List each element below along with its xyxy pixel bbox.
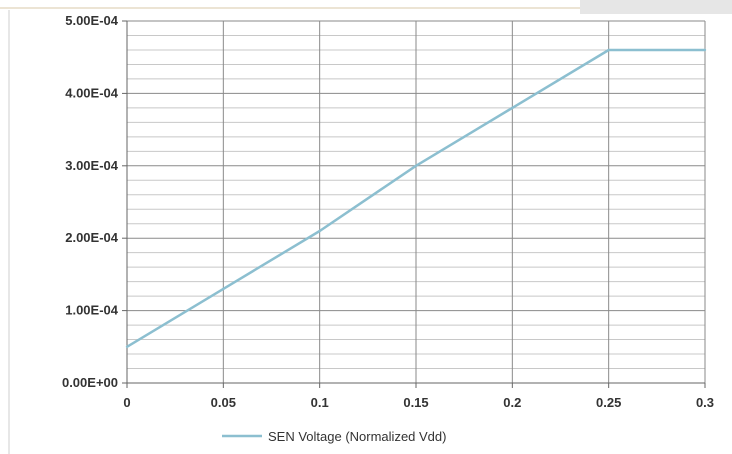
x-tick-label: 0.15: [403, 395, 428, 410]
data-point: [318, 229, 321, 233]
data-point: [703, 48, 707, 52]
frame-top-right-panel: [580, 0, 732, 14]
y-tick-label: 5.00E-04: [65, 13, 119, 28]
axes: [122, 20, 706, 388]
y-tick-label: 3.00E-04: [65, 158, 119, 173]
data-point: [125, 345, 129, 348]
y-tick-labels: 0.00E+00 1.00E-04 2.00E-04 3.00E-04 4.00E-04…: [62, 13, 119, 390]
legend: SEN Voltage (Normalized Vdd): [222, 429, 446, 444]
series-layer: [125, 48, 707, 348]
major-grid: [127, 20, 706, 383]
x-tick-label: 0.05: [211, 395, 236, 410]
x-tick-label: 0.25: [596, 395, 621, 410]
y-tick-label: 2.00E-04: [65, 230, 119, 245]
x-tick-label: 0.3: [696, 395, 714, 410]
data-point: [414, 164, 418, 167]
data-point: [511, 106, 514, 110]
x-tick-label: 0.1: [311, 395, 329, 410]
y-tick-label: 1.00E-04: [65, 303, 119, 318]
y-tick-label: 0.00E+00: [62, 375, 118, 390]
data-point: [607, 48, 610, 52]
x-tick-labels: 0 0.05 0.1 0.15 0.2 0.25 0.3: [123, 395, 714, 410]
legend-label: SEN Voltage (Normalized Vdd): [268, 429, 446, 444]
x-tick-label: 0.2: [503, 395, 521, 410]
x-tick-label: 0: [123, 395, 130, 410]
data-point: [222, 287, 225, 291]
y-tick-label: 4.00E-04: [65, 85, 119, 100]
